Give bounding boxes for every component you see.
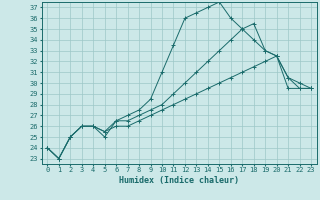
X-axis label: Humidex (Indice chaleur): Humidex (Indice chaleur) <box>119 176 239 185</box>
